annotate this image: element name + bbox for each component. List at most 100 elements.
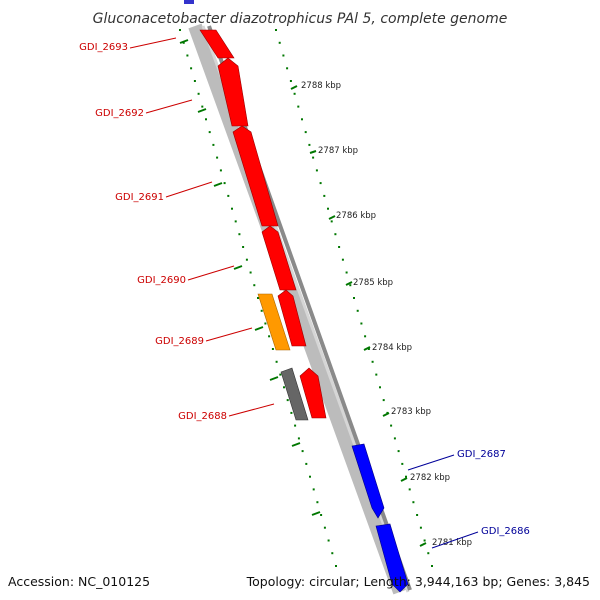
ruler-label-2785: 2785 kbp (353, 278, 393, 288)
inner-track-dot (264, 322, 267, 325)
outer-track-dot (319, 182, 322, 185)
outer-track-dot (353, 297, 355, 299)
gene-label-GDI_2686[interactable]: GDI_2686 (481, 526, 530, 537)
inner-track-dot (179, 29, 181, 31)
inner-track-dot (275, 360, 278, 363)
inner-track-dot (190, 67, 193, 70)
inner-track-dot (227, 194, 230, 197)
outer-track-dot (367, 348, 370, 350)
gene-label-GDI_2688[interactable]: GDI_2688 (178, 411, 227, 422)
genome-summary-text: Topology: circular; Length: 3,944,163 bp… (246, 574, 590, 589)
inner-track-dot (257, 297, 259, 299)
inner-track-dot (301, 450, 304, 453)
inner-track-dot (327, 539, 330, 542)
gene-GDI_2688[interactable] (280, 367, 309, 421)
inner-track-dot (205, 118, 207, 121)
outer-track-dot (312, 156, 315, 159)
ruler-tick-2788 (290, 85, 298, 90)
gene-GDI_2693[interactable] (199, 29, 235, 59)
inner-track-dot (279, 373, 282, 376)
leader-GDI_2688 (228, 403, 275, 417)
inner-track-dot (335, 565, 337, 567)
outer-track-dot (308, 143, 311, 146)
gene-GDI_2689[interactable] (257, 293, 291, 351)
gene-label-GDI_2691[interactable]: GDI_2691 (115, 192, 164, 203)
inner-track-dot (331, 552, 334, 555)
outer-track-dot (371, 360, 374, 363)
gene-GDI_2686[interactable] (375, 523, 409, 593)
ruler-tick-2781 (419, 542, 427, 547)
outer-track-dot (397, 450, 400, 453)
ruler-tick-2783 (382, 412, 390, 417)
outer-track-dot (278, 41, 281, 44)
inner-track-dot (201, 105, 204, 108)
outer-track-dot (401, 462, 404, 465)
gene-label-GDI_2693[interactable]: GDI_2693 (79, 42, 128, 53)
ruler-tick-2786 (328, 215, 336, 220)
inner-track-dot (305, 462, 308, 465)
inner-track-dot (186, 54, 189, 57)
inner-track-dot (316, 501, 319, 504)
outer-track-dot (360, 322, 363, 325)
inner-track-dot (212, 143, 215, 146)
outer-track-dot (375, 373, 378, 376)
outer-track-dot (405, 475, 407, 478)
inner-track-dot (260, 309, 263, 312)
outer-track-dot (412, 501, 415, 504)
inner-track-dot (312, 488, 315, 491)
leader-GDI_2687 (407, 454, 455, 471)
ruler-label-2787: 2787 kbp (318, 146, 358, 156)
outer-track-dot (364, 335, 367, 338)
inner-track-dot (208, 131, 211, 134)
leader-GDI_2692 (145, 99, 193, 114)
inner-track-dot (234, 220, 237, 223)
inner-major-ticks (179, 39, 321, 516)
leader-GDI_2693 (129, 37, 177, 49)
outer-track-dot (330, 220, 333, 223)
inner-track-dot (309, 475, 311, 478)
inner-track-dot (290, 411, 293, 414)
gene-label-GDI_2692[interactable]: GDI_2692 (95, 108, 144, 119)
gene-GDI_2687[interactable] (351, 443, 385, 519)
inner-track-dot (182, 41, 185, 44)
ruler-label-2782: 2782 kbp (410, 473, 450, 483)
ruler-label-2783: 2783 kbp (391, 407, 431, 417)
outer-track-dot (334, 233, 337, 236)
gene-label-GDI_2690[interactable]: GDI_2690 (137, 275, 186, 286)
outer-track-dot (356, 309, 359, 312)
inner-track-dot (271, 348, 274, 350)
outer-track-dot (338, 246, 341, 248)
inner-track-dot (286, 399, 289, 402)
outer-track-dot (301, 118, 303, 121)
outer-track-dot (419, 526, 422, 529)
gene-label-GDI_2687[interactable]: GDI_2687 (457, 449, 506, 460)
gene-GDI_2690[interactable] (261, 225, 297, 291)
outer-track-dot (304, 131, 307, 134)
outer-track-dot (408, 488, 411, 491)
gene-labels: GDI_2693 GDI_2692 GDI_2691 GDI_2690 GDI_… (79, 37, 530, 549)
gene-GDI_2691[interactable] (232, 125, 279, 227)
gene-label-GDI_2689[interactable]: GDI_2689 (155, 336, 204, 347)
outer-track-dot (345, 271, 348, 274)
inner-track-dot (238, 233, 241, 236)
gene-GDI_2688-red[interactable] (299, 367, 327, 419)
ruler-tick-2787 (309, 150, 317, 154)
inner-track-dot (197, 92, 200, 95)
leader-GDI_2691 (165, 181, 213, 198)
kbp-ruler: 2788 kbp 2787 kbp 2786 kbp 2785 kbp 2784… (290, 81, 472, 548)
outer-track-dot (427, 552, 430, 555)
gene-GDI_2689-red[interactable] (277, 289, 307, 347)
outer-track-dot (341, 258, 344, 261)
leader-GDI_2689 (205, 327, 253, 342)
ruler-label-2788: 2788 kbp (301, 81, 341, 91)
outer-track-dot (286, 67, 289, 70)
outer-track-dot (423, 539, 426, 542)
gene-GDI_2692[interactable] (217, 57, 249, 127)
outer-track-dot (379, 386, 381, 389)
ruler-label-2784: 2784 kbp (372, 343, 412, 353)
inner-track-dot (245, 258, 248, 261)
inner-track-dot (294, 424, 297, 427)
ruler-tick-2784 (363, 346, 371, 351)
leader-GDI_2690 (187, 265, 235, 281)
